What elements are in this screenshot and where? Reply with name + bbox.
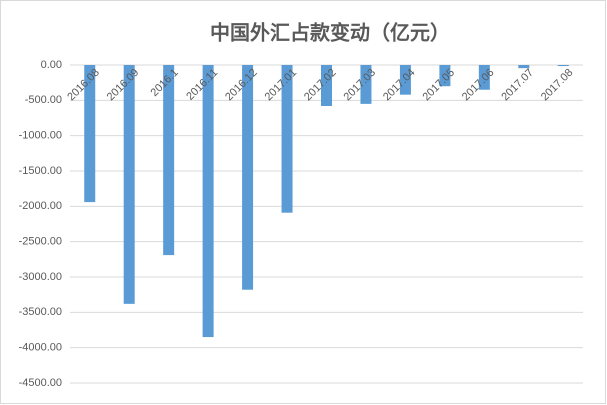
y-tick-label: 0.00 [41,59,62,71]
bar [281,65,293,213]
bar [439,65,451,87]
y-tick-label: -3000.00 [19,271,62,283]
y-tick-label: -2500.00 [19,236,62,248]
bar [399,65,411,95]
bar [84,65,96,203]
chart-title: 中国外汇占款变动（亿元） [210,21,450,45]
y-tick-label: -4500.00 [19,377,62,389]
bar [242,65,254,290]
bar [557,65,569,67]
bar [478,65,490,90]
y-tick-label: -2000.00 [19,200,62,212]
bar [123,65,135,304]
bar [163,65,175,256]
y-tick-label: -4000.00 [19,342,62,354]
y-tick-label: -1000.00 [19,130,62,142]
y-tick-label: -500.00 [25,94,62,106]
bar [202,65,214,338]
bar [518,65,530,69]
y-tick-label: -1500.00 [19,165,62,177]
bar [321,65,332,106]
bar [360,65,372,104]
y-tick-label: -3500.00 [19,306,62,318]
